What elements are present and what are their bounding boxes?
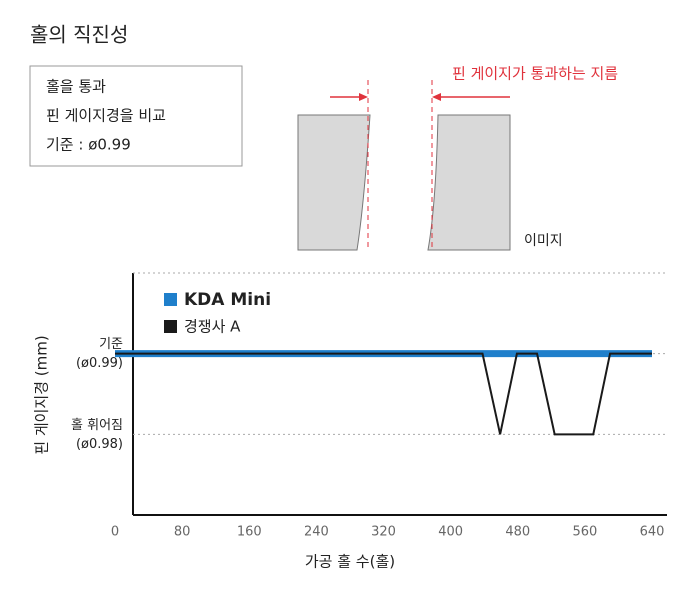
y-tick-label: (ø0.98)	[76, 437, 123, 452]
x-tick-label: 80	[174, 525, 191, 540]
x-tick-label: 0	[111, 525, 119, 540]
arrow-head	[432, 93, 441, 101]
y-tick-label: (ø0.99)	[76, 356, 123, 371]
image-label: 이미지	[524, 233, 563, 249]
x-tick-label: 480	[505, 525, 530, 540]
note-line: 홀을 통과	[46, 78, 106, 96]
legend-label: KDA Mini	[184, 290, 271, 310]
y-tick-label: 홀 휘어짐	[71, 418, 123, 433]
note-line: 핀 게이지경을 비교	[46, 107, 166, 125]
hole-wall	[297, 114, 371, 251]
arrow-head	[359, 93, 368, 101]
x-tick-label: 640	[640, 525, 665, 540]
y-axis-label: 핀 게이지경 (mm)	[33, 335, 51, 454]
x-tick-label: 320	[371, 525, 396, 540]
series-line	[115, 352, 652, 436]
x-tick-label: 160	[237, 525, 262, 540]
y-tick-label: 기준	[99, 337, 123, 352]
x-tick-label: 240	[304, 525, 329, 540]
note-line: 기준 : ø0.99	[46, 136, 131, 154]
hole-wall	[427, 114, 511, 251]
legend-swatch	[164, 320, 177, 333]
x-tick-label: 560	[572, 525, 597, 540]
x-tick-label: 400	[438, 525, 463, 540]
annotation: 핀 게이지가 통과하는 지름	[452, 65, 618, 83]
note-box	[29, 65, 243, 167]
x-axis-label: 가공 홀 수(홀)	[305, 553, 395, 571]
legend-label: 경쟁사 A	[184, 318, 241, 336]
title: 홀의 직진성	[30, 23, 128, 47]
legend-swatch	[164, 293, 177, 306]
